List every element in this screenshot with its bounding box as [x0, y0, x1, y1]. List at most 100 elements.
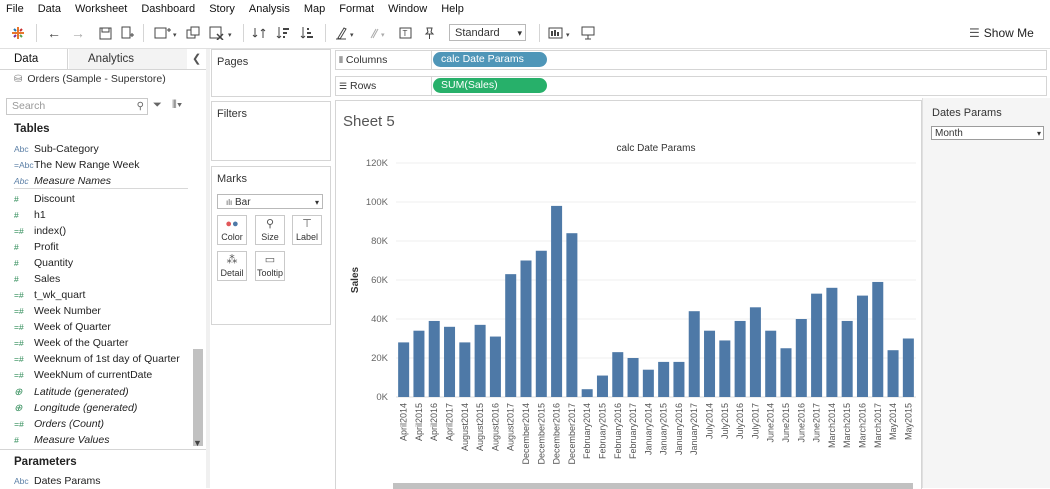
field-item[interactable]: =AbcThe New Range Week — [14, 157, 139, 173]
tab-data[interactable]: Data — [0, 49, 68, 69]
field-item[interactable]: ⊕ Longitude (generated) — [14, 400, 137, 416]
menu-data[interactable]: Data — [37, 3, 61, 15]
redo-icon[interactable]: → — [71, 25, 85, 41]
highlight-icon[interactable]: ▾ — [333, 23, 361, 43]
svg-text:▾: ▾ — [173, 32, 177, 39]
bar — [520, 260, 532, 397]
datasource-item[interactable]: ⛁ Orders (Sample - Superstore) — [14, 73, 166, 85]
globe-icon: ⊕ — [14, 387, 23, 398]
menu-file[interactable]: File — [6, 3, 24, 15]
presentation-mode-icon[interactable] — [579, 23, 597, 43]
clear-sheet-icon[interactable]: ▾ — [207, 23, 237, 43]
field-item[interactable]: # Sales — [14, 271, 60, 287]
chevron-left-icon[interactable]: ❮ — [192, 53, 202, 65]
field-item[interactable]: =# Orders (Count) — [14, 416, 104, 432]
menu-analysis[interactable]: Analysis — [248, 3, 290, 15]
label-button[interactable]: ⊤ Label — [292, 215, 322, 245]
field-item[interactable]: =# index() — [14, 223, 66, 239]
parameter-dates-params[interactable]: Abc Dates Params — [14, 473, 101, 489]
field-item[interactable]: # Quantity — [14, 255, 73, 271]
columns-shelf[interactable]: ⦀ Columns calc Date Params — [335, 50, 1047, 70]
field-item[interactable]: =# Weeknum of 1st day of Quarter — [14, 351, 180, 367]
parameter-dropdown[interactable]: Month ▾ — [931, 126, 1044, 140]
x-tick-label: June2017 — [812, 403, 822, 443]
menu-help[interactable]: Help — [441, 3, 464, 15]
horizontal-scrollbar[interactable] — [393, 483, 913, 489]
x-tick-label: March2015 — [842, 403, 852, 448]
fit-dropdown[interactable]: Standard ▾ — [449, 24, 526, 41]
field-item[interactable]: =# t_wk_quart — [14, 287, 85, 303]
bar — [856, 295, 868, 397]
tableau-logo-icon[interactable] — [8, 23, 28, 43]
show-me-button[interactable]: ☰ Show Me — [969, 26, 1034, 40]
sort-descending-icon[interactable] — [298, 23, 316, 43]
undo-icon[interactable]: ← — [47, 25, 61, 41]
sort-ascending-icon[interactable] — [274, 23, 292, 43]
field-label: Measure Names — [34, 175, 112, 187]
number-type-icon: # — [14, 435, 19, 445]
field-item[interactable]: Abc Measure Names — [14, 173, 111, 189]
fix-axes-icon[interactable] — [420, 23, 438, 43]
field-item[interactable]: # Measure Values — [14, 432, 109, 448]
add-datasource-icon[interactable] — [118, 23, 136, 43]
color-button[interactable]: ●● Color — [217, 215, 247, 245]
rows-pill[interactable]: SUM(Sales) — [433, 78, 547, 93]
new-worksheet-icon[interactable]: ▾ — [151, 23, 181, 43]
search-icon: ⚲ — [136, 101, 144, 112]
view-options-icon[interactable]: ⦀▾ — [172, 99, 183, 111]
rows-shelf[interactable]: ☰ Rows SUM(Sales) — [335, 76, 1047, 96]
menu-story[interactable]: Story — [209, 3, 235, 15]
number-type-icon: =# — [14, 290, 24, 300]
detail-label: Detail — [220, 268, 244, 278]
pane-gap — [206, 49, 210, 488]
columns-pill[interactable]: calc Date Params — [433, 52, 547, 67]
duplicate-sheet-icon[interactable] — [184, 23, 202, 43]
scroll-down-icon[interactable]: ▼ — [193, 438, 202, 448]
menu-dashboard[interactable]: Dashboard — [141, 3, 196, 15]
field-item[interactable]: =# Week of Quarter — [14, 319, 111, 335]
field-item[interactable]: ⊕ Latitude (generated) — [14, 384, 129, 400]
search-input[interactable]: Search ⚲ — [6, 98, 148, 115]
group-members-icon[interactable]: ▾ — [364, 23, 392, 43]
swap-rows-columns-icon[interactable] — [250, 23, 268, 43]
field-item[interactable]: # h1 — [14, 207, 46, 223]
size-icon: ⚲ — [265, 218, 275, 230]
parameter-value: Month — [935, 128, 963, 139]
field-label: Sales — [34, 273, 61, 285]
number-type-icon: =# — [14, 322, 24, 332]
menu-worksheet[interactable]: Worksheet — [74, 3, 128, 15]
size-button[interactable]: ⚲ Size — [255, 215, 285, 245]
field-item[interactable]: # Discount — [14, 191, 75, 207]
mark-type-dropdown[interactable]: ılı Bar ▾ — [217, 194, 323, 209]
field-item[interactable]: Abc Sub-Category — [14, 141, 99, 157]
field-item[interactable]: =# Week Number — [14, 303, 101, 319]
x-tick-label: June2014 — [766, 403, 776, 443]
field-label: Profit — [34, 241, 59, 253]
filters-card[interactable]: Filters — [211, 101, 331, 161]
field-item[interactable]: =# Week of the Quarter — [14, 335, 128, 351]
color-icon: ●● — [225, 218, 239, 230]
show-me-icon: ☰ — [969, 26, 980, 40]
x-tick-label: March2017 — [873, 403, 883, 448]
x-tick-label: December2015 — [536, 403, 546, 465]
save-icon[interactable] — [96, 23, 114, 43]
tooltip-button[interactable]: ▭ Tooltip — [255, 251, 285, 281]
pages-card[interactable]: Pages — [211, 49, 331, 97]
tab-analytics[interactable]: Analytics — [69, 49, 187, 69]
presentation-icon[interactable]: ▾ — [547, 23, 575, 43]
marks-title: Marks — [217, 173, 247, 185]
x-tick-label: February2017 — [628, 403, 638, 459]
menu-map[interactable]: Map — [303, 3, 326, 15]
bar — [826, 287, 838, 397]
show-mark-labels-icon[interactable]: T — [397, 23, 415, 43]
detail-button[interactable]: ⁂ Detail — [217, 251, 247, 281]
field-list-scrollbar[interactable] — [193, 349, 203, 446]
sheet-title[interactable]: Sheet 5 — [343, 113, 395, 130]
menu-window[interactable]: Window — [388, 3, 428, 15]
field-item[interactable]: # Profit — [14, 239, 59, 255]
bar — [428, 320, 440, 397]
parameter-label: Dates Params — [34, 475, 101, 487]
menu-format[interactable]: Format — [339, 3, 375, 15]
field-item[interactable]: =# WeekNum of currentDate — [14, 367, 152, 383]
filter-icon[interactable]: ⏷ — [153, 99, 162, 111]
